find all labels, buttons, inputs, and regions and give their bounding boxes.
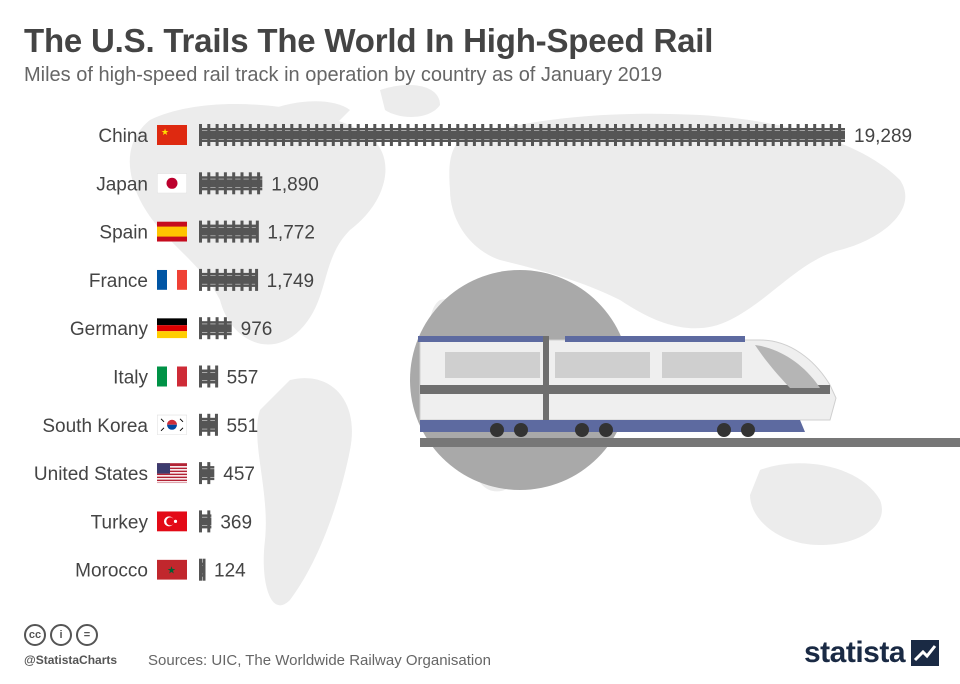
value-label: 976 [241,319,273,340]
category-label: Germany [70,319,149,340]
chart-row: United States 457 [34,462,255,485]
chart-row: Turkey 369 [91,510,252,533]
value-label: 1,749 [267,271,315,292]
chart-row: China 19,289 [98,124,912,147]
germany-flag [157,318,187,339]
value-label: 369 [220,512,252,533]
chart-row: Morocco 124 [75,558,246,582]
category-label: Spain [99,223,148,244]
value-label: 557 [227,368,259,389]
by-icon[interactable]: i [50,624,72,646]
track-bar [199,220,259,243]
track-bar [199,365,219,388]
turkey-flag [157,511,187,532]
value-label: 1,772 [267,223,315,244]
category-label: Morocco [75,561,148,582]
statista-handle[interactable]: @StatistaCharts [24,653,118,667]
value-label: 1,890 [271,174,319,195]
chart-row: Spain 1,772 [99,220,315,244]
track-bar [199,510,212,533]
chart-row: South Korea 551 [42,413,258,437]
category-label: Japan [96,174,148,195]
france-flag [157,269,187,290]
category-label: Turkey [91,512,149,533]
nd-icon[interactable]: = [76,624,98,646]
chart-row: France 1,749 [89,268,315,292]
track-bar [199,317,232,340]
category-label: South Korea [42,416,148,437]
chart-title: The U.S. Trails The World In High-Speed … [24,22,714,59]
train-illustration [410,270,960,490]
brand-name: statista [804,636,906,669]
statista-mark-icon [911,640,940,666]
sources-note: Sources: UIC, The Worldwide Railway Orga… [148,652,491,669]
track-bar [199,413,218,436]
south-korea-flag [157,414,187,435]
china-flag [157,125,187,145]
spain-flag [157,221,187,242]
italy-flag [157,366,187,387]
chart-row: Italy 557 [113,365,259,389]
chart-row: Germany 976 [70,317,273,340]
license-icons: cc i = [24,624,98,646]
category-label: France [89,271,148,292]
value-label: 551 [226,416,258,437]
value-label: 124 [214,561,246,582]
category-label: Italy [113,368,148,389]
morocco-flag [157,559,187,580]
track-bar [199,268,259,291]
japan-flag [157,173,187,194]
track-bar [199,172,263,195]
chart-row: Japan 1,890 [96,172,319,195]
united-states-flag [157,463,187,484]
track-bar [199,124,845,146]
track-bar [199,558,206,581]
cc-icon[interactable]: cc [24,624,46,646]
category-label: United States [34,464,148,485]
value-label: 457 [223,464,255,485]
chart-subtitle: Miles of high-speed rail track in operat… [24,64,663,86]
category-label: China [98,126,148,147]
track-bar [199,462,215,485]
statista-logo[interactable]: statista [804,636,940,670]
value-label: 19,289 [854,126,912,147]
